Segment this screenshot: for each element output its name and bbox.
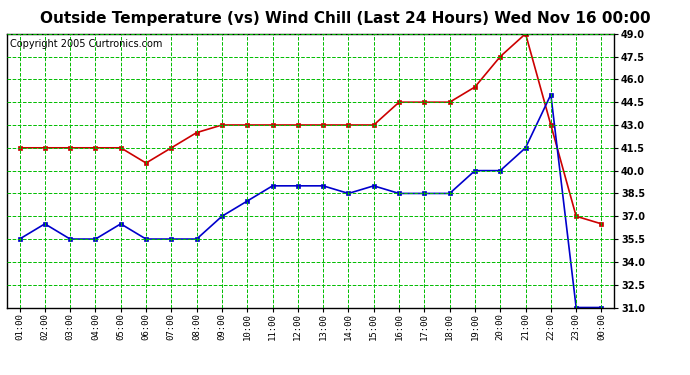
Text: Outside Temperature (vs) Wind Chill (Last 24 Hours) Wed Nov 16 00:00: Outside Temperature (vs) Wind Chill (Las…: [40, 11, 650, 26]
Text: Copyright 2005 Curtronics.com: Copyright 2005 Curtronics.com: [10, 39, 162, 49]
